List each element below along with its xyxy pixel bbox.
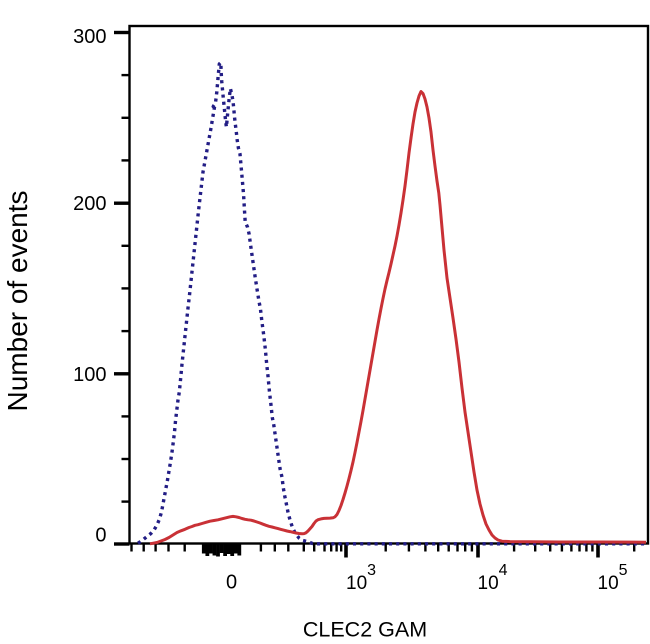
svg-text:200: 200 [73, 193, 106, 215]
svg-text:100: 100 [73, 364, 106, 386]
svg-text:0: 0 [95, 525, 106, 547]
svg-text:300: 300 [73, 26, 106, 48]
svg-text:0: 0 [226, 572, 237, 594]
svg-text:CLEC2 GAM: CLEC2 GAM [303, 618, 427, 640]
svg-text:Number of events: Number of events [2, 191, 33, 412]
